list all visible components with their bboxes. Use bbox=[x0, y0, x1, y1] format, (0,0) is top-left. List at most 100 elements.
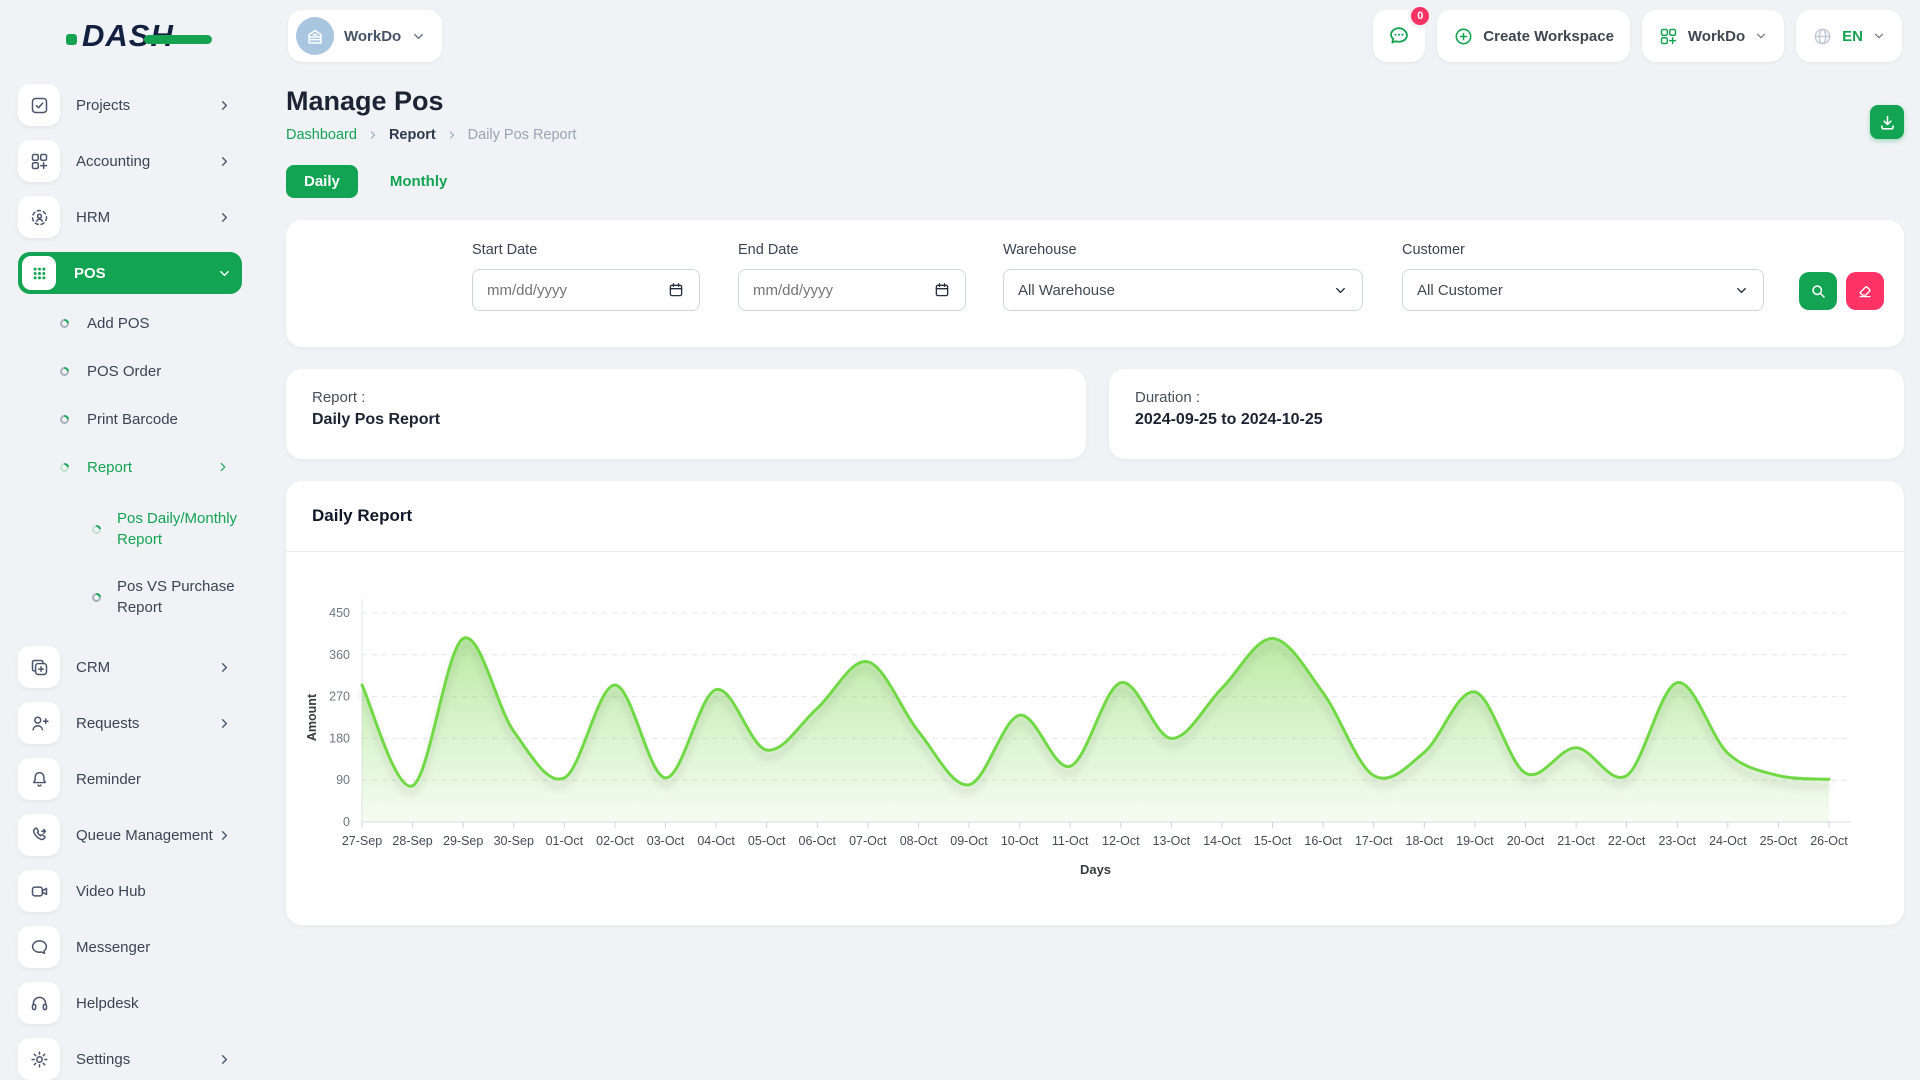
messages-button[interactable]: 0 bbox=[1373, 10, 1425, 62]
checkbox-icon bbox=[18, 84, 60, 126]
sidebar-subitem-label: Report bbox=[87, 457, 216, 478]
svg-text:25-Oct: 25-Oct bbox=[1760, 834, 1798, 848]
start-date-label: Start Date bbox=[472, 242, 700, 258]
sidebar-item-crm[interactable]: CRM bbox=[18, 646, 242, 688]
svg-text:28-Sep: 28-Sep bbox=[392, 834, 432, 848]
sidebar-item-reminder[interactable]: Reminder bbox=[18, 758, 242, 800]
sidebar-item-requests[interactable]: Requests bbox=[18, 702, 242, 744]
sidebar-item-pos-order[interactable]: POS Order bbox=[18, 356, 242, 386]
svg-text:18-Oct: 18-Oct bbox=[1406, 834, 1444, 848]
chevron-down-icon bbox=[1734, 283, 1749, 298]
grid-icon bbox=[18, 140, 60, 182]
svg-text:05-Oct: 05-Oct bbox=[748, 834, 786, 848]
svg-text:450: 450 bbox=[329, 606, 350, 620]
sidebar-item-settings[interactable]: Settings bbox=[18, 1038, 242, 1080]
customer-label: Customer bbox=[1402, 242, 1764, 258]
logo-text: DASH bbox=[82, 18, 174, 54]
svg-text:19-Oct: 19-Oct bbox=[1456, 834, 1494, 848]
chevron-down-icon bbox=[1754, 29, 1768, 43]
bullet-icon bbox=[58, 413, 71, 426]
main-content: Manage Pos Dashboard Report Daily Pos Re… bbox=[286, 86, 1904, 925]
grid-plus-icon bbox=[1658, 26, 1679, 47]
chevron-right-icon bbox=[217, 154, 232, 169]
sidebar-item-label: POS bbox=[74, 265, 217, 282]
svg-text:08-Oct: 08-Oct bbox=[900, 834, 938, 848]
breadcrumb-current: Daily Pos Report bbox=[468, 127, 577, 143]
workspace-switcher[interactable]: WorkDo bbox=[288, 10, 442, 62]
building-icon bbox=[309, 31, 321, 43]
sidebar-item-pos-vs-purchase-report[interactable]: Pos VS Purchase Report bbox=[18, 576, 242, 618]
end-date-field[interactable] bbox=[753, 282, 923, 299]
breadcrumb-report[interactable]: Report bbox=[389, 127, 436, 143]
warehouse-label: Warehouse bbox=[1003, 242, 1363, 258]
svg-text:270: 270 bbox=[329, 690, 350, 704]
calendar-icon[interactable] bbox=[933, 281, 951, 299]
sidebar-item-queue-management[interactable]: Queue Management bbox=[18, 814, 242, 856]
breadcrumb-dashboard[interactable]: Dashboard bbox=[286, 127, 357, 143]
duration-value: 2024-09-25 to 2024-10-25 bbox=[1135, 411, 1878, 429]
reset-filters-button[interactable] bbox=[1846, 272, 1884, 310]
sidebar-item-accounting[interactable]: Accounting bbox=[18, 140, 242, 182]
filters-card: Start Date End Date Warehouse All Wareho… bbox=[286, 220, 1904, 347]
svg-text:22-Oct: 22-Oct bbox=[1608, 834, 1646, 848]
sidebar-item-video-hub[interactable]: Video Hub bbox=[18, 870, 242, 912]
sidebar-item-report[interactable]: Report bbox=[18, 452, 242, 482]
svg-text:03-Oct: 03-Oct bbox=[647, 834, 685, 848]
app-logo: DASH bbox=[66, 16, 174, 56]
gear-icon bbox=[18, 1038, 60, 1080]
customer-select[interactable]: All Customer bbox=[1402, 269, 1764, 311]
sidebar-item-projects[interactable]: Projects bbox=[18, 84, 242, 126]
bullet-icon bbox=[58, 365, 71, 378]
sidebar-subitem-label: Print Barcode bbox=[87, 409, 242, 430]
language-selector[interactable]: EN bbox=[1796, 10, 1902, 62]
sidebar-subitem-label: Pos Daily/Monthly Report bbox=[117, 508, 242, 550]
sidebar-item-label: Settings bbox=[76, 1051, 217, 1068]
phone-icon bbox=[18, 814, 60, 856]
warehouse-select[interactable]: All Warehouse bbox=[1003, 269, 1363, 311]
sidebar-nav: Projects Accounting HRM POS Add POS POS Order… bbox=[18, 84, 242, 1080]
chat-icon bbox=[18, 926, 60, 968]
search-button[interactable] bbox=[1799, 272, 1837, 310]
sidebar-item-pos[interactable]: POS bbox=[18, 252, 242, 294]
sidebar-item-pos-daily-monthly-report[interactable]: Pos Daily/Monthly Report bbox=[18, 508, 242, 550]
svg-text:06-Oct: 06-Oct bbox=[799, 834, 837, 848]
sidebar-item-hrm[interactable]: HRM bbox=[18, 196, 242, 238]
create-workspace-button[interactable]: Create Workspace bbox=[1437, 10, 1630, 62]
chevron-right-icon bbox=[217, 210, 232, 225]
svg-text:90: 90 bbox=[336, 773, 350, 787]
tab-monthly[interactable]: Monthly bbox=[372, 165, 466, 198]
daily-report-area-chart: 09018027036045027-Sep28-Sep29-Sep30-Sep0… bbox=[286, 552, 1904, 924]
sidebar-item-print-barcode[interactable]: Print Barcode bbox=[18, 404, 242, 434]
chevron-right-icon bbox=[217, 660, 232, 675]
report-label: Report : bbox=[312, 389, 1060, 406]
sidebar-item-helpdesk[interactable]: Helpdesk bbox=[18, 982, 242, 1024]
sidebar-subitem-label: POS Order bbox=[87, 361, 242, 382]
create-workspace-label: Create Workspace bbox=[1483, 28, 1614, 45]
messages-badge: 0 bbox=[1408, 4, 1432, 28]
calendar-icon[interactable] bbox=[667, 281, 685, 299]
svg-text:07-Oct: 07-Oct bbox=[849, 834, 887, 848]
page-title: Manage Pos bbox=[286, 86, 1904, 117]
chevron-right-icon bbox=[217, 1052, 232, 1067]
sidebar-item-label: Requests bbox=[76, 715, 217, 732]
sidebar-item-add-pos[interactable]: Add POS bbox=[18, 308, 242, 338]
start-date-field[interactable] bbox=[487, 282, 657, 299]
sidebar-subitem-label: Add POS bbox=[87, 313, 242, 334]
sidebar-item-label: Messenger bbox=[76, 939, 242, 956]
end-date-input[interactable] bbox=[738, 269, 966, 311]
start-date-input[interactable] bbox=[472, 269, 700, 311]
chevron-down-icon bbox=[1872, 29, 1886, 43]
sidebar-subitem-label: Pos VS Purchase Report bbox=[117, 576, 242, 618]
svg-text:24-Oct: 24-Oct bbox=[1709, 834, 1747, 848]
search-icon bbox=[1809, 282, 1827, 300]
sidebar-item-messenger[interactable]: Messenger bbox=[18, 926, 242, 968]
user-plus-icon bbox=[18, 702, 60, 744]
duration-summary-card: Duration : 2024-09-25 to 2024-10-25 bbox=[1109, 369, 1904, 459]
svg-text:15-Oct: 15-Oct bbox=[1254, 834, 1292, 848]
download-report-button[interactable] bbox=[1870, 105, 1904, 139]
chevron-down-icon bbox=[217, 266, 232, 281]
chevron-down-icon bbox=[1333, 283, 1348, 298]
workspace-menu-button[interactable]: WorkDo bbox=[1642, 10, 1784, 62]
sidebar-item-label: Reminder bbox=[76, 771, 242, 788]
tab-daily[interactable]: Daily bbox=[286, 165, 358, 198]
